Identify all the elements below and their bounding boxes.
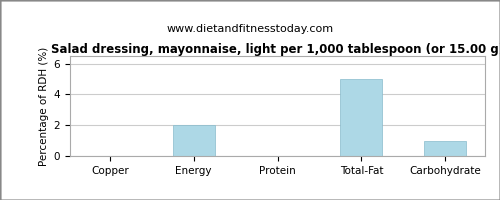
Y-axis label: Percentage of RDH (%): Percentage of RDH (%) xyxy=(40,46,50,166)
Title: Salad dressing, mayonnaise, light per 1,000 tablespoon (or 15.00 g): Salad dressing, mayonnaise, light per 1,… xyxy=(51,43,500,56)
Bar xyxy=(424,141,466,156)
Text: www.dietandfitnesstoday.com: www.dietandfitnesstoday.com xyxy=(166,24,334,34)
Bar xyxy=(172,125,214,156)
Bar xyxy=(340,79,382,156)
